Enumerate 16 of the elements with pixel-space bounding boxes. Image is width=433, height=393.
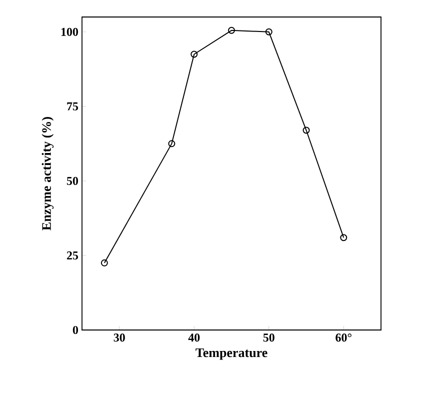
point bbox=[302, 126, 310, 134]
point bbox=[168, 140, 176, 148]
x-tick-label: 60° bbox=[336, 334, 352, 342]
x-axis-title: Temperature bbox=[196, 348, 268, 360]
x-tick-label: 40 bbox=[188, 334, 200, 342]
y-tick-label: 25 bbox=[66, 251, 78, 260]
y-tick-label: 75 bbox=[67, 102, 78, 110]
y-tick-label: 50 bbox=[66, 176, 78, 185]
point bbox=[265, 28, 272, 36]
x-tick-label: 50 bbox=[263, 334, 274, 342]
x-tick-label: 30 bbox=[114, 334, 125, 342]
point bbox=[228, 26, 235, 34]
point bbox=[190, 50, 198, 58]
y-tick-label: 0 bbox=[72, 326, 78, 334]
y-tick-label: 100 bbox=[61, 28, 78, 36]
y-axis-title: Enzyme activity (%) bbox=[42, 117, 54, 230]
